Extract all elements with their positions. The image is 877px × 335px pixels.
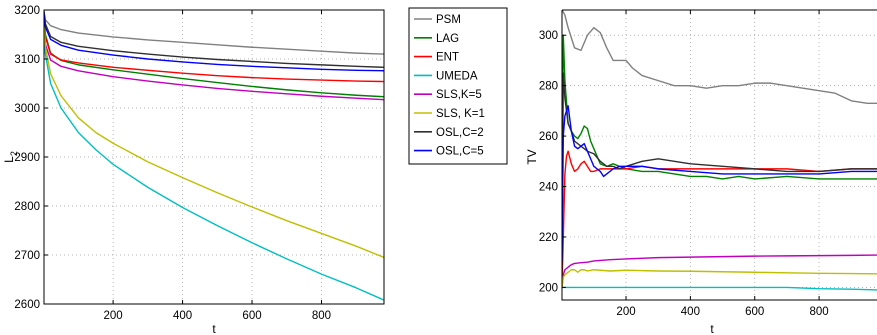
series-line-osl-c-5 [562,105,877,263]
legend: PSM LAG ENT UMEDA SLS,K=5 SLS, K=1 OSL,C=2 OSL,… [408,7,508,165]
y-tick-label: 240 [539,182,558,194]
series-lines [44,10,384,301]
x-tick-label: 600 [242,310,261,322]
legend-item: SLS, K=1 [414,108,485,120]
series-line-psm [44,12,384,55]
y-tick-label: 2600 [14,299,40,311]
legend-label: PSM [436,14,461,26]
legend-label: OSL,C=5 [436,146,484,158]
x-tick-label: 400 [173,310,192,322]
series-line-sls-k-1 [44,22,384,259]
series-line-sls-k-5 [562,254,877,288]
series-line-sls-k-1 [562,269,877,288]
y-tick-label: 3100 [14,54,40,66]
x-tick-label: 200 [104,310,123,322]
x-tick-label: 600 [745,306,764,318]
tv-chart: 200 400 600 800 200 220 240 260 280 300 t TV [525,9,877,335]
legend-label: LAG [436,33,459,45]
axis-ticks: 200 400 600 800 2600 2700 2800 2900 3000 3100 3200 [14,5,331,322]
plot-frame [561,10,877,301]
x-tick-label: 800 [809,306,828,318]
y-axis-label: TV [525,149,539,164]
y-tick-label: 200 [539,282,558,294]
legend-items: PSM LAG ENT UMEDA SLS,K=5 SLS, K=1 OSL,C=2 OSL,… [414,14,485,158]
series-line-osl-c-5 [44,12,384,72]
y-tick-label: 2900 [14,152,40,164]
legend-item: OSL,C=5 [414,146,484,158]
y-axis-label-subscript: 2 [9,151,19,156]
legend-label: SLS, K=1 [436,108,485,120]
legend-label: UMEDA [436,70,478,82]
legend-item: OSL,C=2 [414,127,484,139]
legend-item: UMEDA [414,70,478,82]
series-line-umeda [562,286,877,291]
x-axis-label: t [212,322,216,335]
legend-item: LAG [414,33,459,45]
series-line-umeda [44,24,384,301]
x-axis-label: t [710,322,714,335]
plot-area [562,10,877,300]
series-line-sls-k-5 [44,19,384,101]
y-axis-label: L2 [2,151,19,163]
y-tick-label: 280 [539,81,558,93]
y-tick-label: 300 [539,30,558,42]
y-tick-label: 2700 [14,250,40,262]
y-tick-label: 3200 [14,5,40,17]
y-tick-label: 3000 [14,103,40,115]
legend-item: SLS,K=5 [414,89,482,101]
axis-ticks: 200 400 600 800 200 220 240 260 280 300 [539,10,829,318]
x-tick-label: 800 [312,310,331,322]
series-lines [562,10,877,291]
legend-item: PSM [414,14,461,26]
x-tick-label: 200 [616,306,635,318]
legend-label: OSL,C=2 [436,127,484,139]
legend-box [408,7,508,165]
legend-item: ENT [414,52,459,64]
y-tick-label: 2800 [14,201,40,213]
y-tick-label: 220 [539,232,558,244]
x-tick-label: 400 [681,306,700,318]
y-axis-label-main: L [2,156,16,163]
y-tick-label: 260 [539,131,558,143]
legend-label: ENT [436,52,459,64]
series-line-osl-c-2 [44,10,384,69]
series-line-ent [44,17,384,83]
series-line-psm [562,10,877,104]
legend-label: SLS,K=5 [436,89,482,101]
l2-chart: 200 400 600 800 2600 2700 2800 2900 3000 3100 3200… [2,5,385,335]
